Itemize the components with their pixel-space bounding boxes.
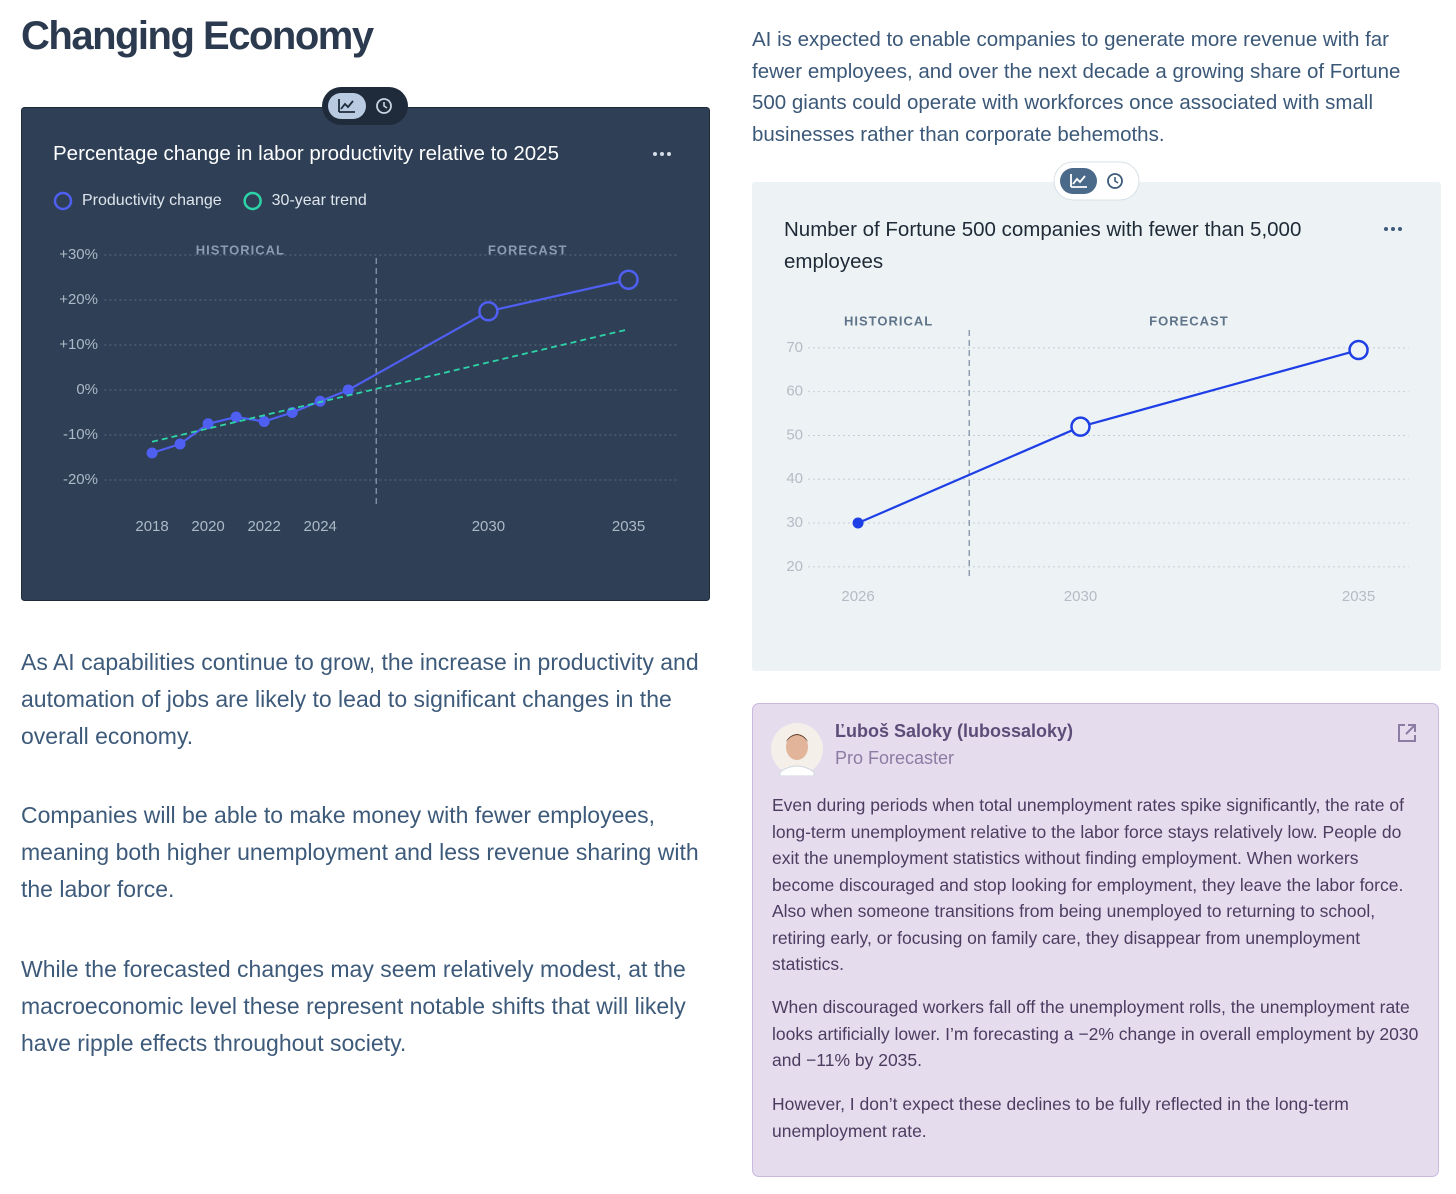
menu-button[interactable] [653, 152, 671, 156]
intro-text: AI is expected to enable companies to ge… [752, 28, 1401, 147]
page-title: Changing Economy [21, 14, 374, 58]
legend-marker [243, 191, 262, 211]
y-tick-label: +30% [59, 246, 98, 263]
comment-text: However, I don’t expect these declines t… [772, 1094, 1349, 1141]
data-point [618, 269, 639, 290]
x-tick-label: 2035 [612, 518, 645, 535]
chart-title: Number of Fortune 500 companies with few… [784, 218, 1302, 273]
annotation: FORECAST [488, 242, 568, 257]
author-name[interactable]: Ľuboš Saloky (lubossaloky) [835, 721, 1074, 741]
x-tick-label: 2035 [1342, 588, 1375, 605]
x-tick-label: 2026 [841, 588, 874, 605]
y-tick-label: +20% [59, 291, 98, 308]
trend-line [151, 328, 629, 443]
data-point [1348, 339, 1369, 361]
series-line [151, 278, 629, 455]
y-tick-label: +10% [59, 336, 98, 353]
data-point [146, 447, 158, 459]
y-tick-label: 40 [786, 470, 803, 487]
chart-card [21, 107, 710, 601]
x-tick-label: 2018 [135, 518, 168, 535]
data-point [342, 384, 354, 396]
y-tick-label: 30 [786, 514, 803, 531]
annotation: HISTORICAL [844, 313, 933, 328]
data-point [478, 301, 499, 322]
paragraph: While the forecasted changes may seem re… [21, 956, 686, 1056]
history-icon[interactable] [376, 98, 392, 114]
data-point [202, 418, 214, 430]
history-icon[interactable] [1107, 173, 1123, 189]
annotation: FORECAST [1149, 313, 1229, 328]
y-tick-label: -10% [63, 426, 98, 443]
chart-icon [338, 99, 355, 113]
chart-icon [1070, 174, 1087, 188]
x-tick-label: 2020 [191, 518, 224, 535]
data-point [258, 416, 270, 427]
x-tick-label: 2022 [247, 518, 280, 535]
x-tick-label: 2030 [472, 518, 505, 535]
chart-title: Percentage change in labor productivity … [53, 142, 559, 165]
chart-card [752, 182, 1441, 671]
comment-card [752, 703, 1439, 1177]
paragraph: Companies will be able to make money wit… [21, 802, 699, 902]
history-icon-hand [1114, 177, 1119, 184]
y-tick-label: 0% [76, 381, 98, 398]
comment-text: Even during periods when total unemploym… [772, 795, 1404, 974]
legend-label: Productivity change [82, 192, 222, 209]
paragraph: As AI capabilities continue to grow, the… [21, 649, 699, 749]
legend-label: 30-year trend [272, 192, 367, 209]
y-tick-label: -20% [63, 471, 98, 488]
legend-marker [53, 191, 73, 211]
data-point [174, 438, 186, 450]
external-link[interactable] [1396, 722, 1418, 744]
data-point [852, 517, 864, 529]
y-tick-label: 20 [786, 558, 803, 575]
x-tick-label: 2024 [304, 518, 337, 535]
y-tick-label: 50 [786, 426, 803, 443]
author-role: Pro Forecaster [835, 748, 955, 768]
avatar [771, 723, 823, 776]
data-point [230, 411, 242, 423]
x-tick-label: 2030 [1064, 588, 1097, 605]
comment-text: When discouraged workers fall off the un… [772, 997, 1419, 1070]
data-point [1070, 416, 1091, 437]
annotation: HISTORICAL [196, 242, 285, 257]
history-icon-hand [383, 102, 388, 109]
y-tick-label: 60 [786, 383, 803, 400]
menu-button[interactable] [1384, 227, 1402, 231]
y-tick-label: 70 [786, 339, 803, 356]
